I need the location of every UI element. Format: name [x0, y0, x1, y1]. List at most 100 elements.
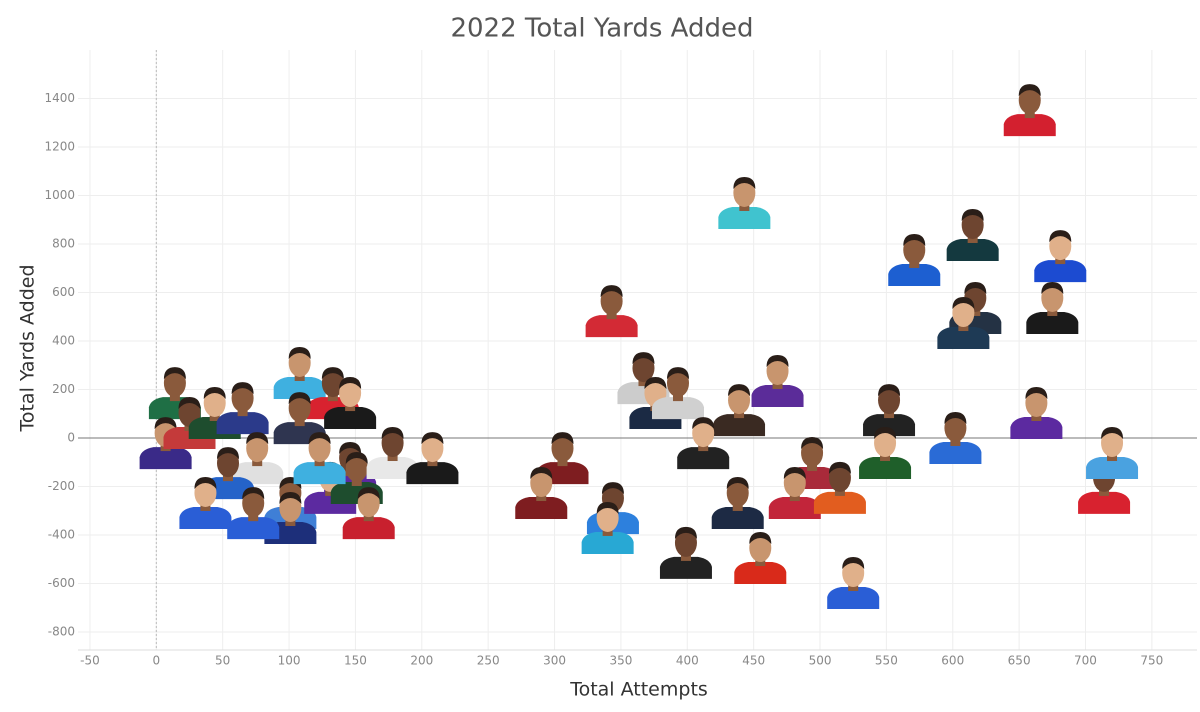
player-marker	[768, 467, 821, 520]
face	[666, 369, 689, 398]
y-tick-label: 1400	[44, 91, 75, 105]
jersey	[827, 587, 880, 610]
player-marker	[734, 532, 787, 585]
face	[874, 429, 897, 458]
player-marker	[293, 432, 346, 485]
jersey	[751, 384, 804, 407]
jersey	[718, 206, 771, 229]
x-tick-label: 750	[1140, 654, 1163, 668]
face	[279, 494, 302, 523]
jersey	[768, 497, 821, 520]
neck	[248, 513, 259, 522]
face	[216, 449, 239, 478]
face	[766, 356, 789, 385]
jersey	[1078, 491, 1131, 514]
player-marker	[946, 208, 999, 261]
face	[321, 369, 344, 398]
x-tick-label: 200	[410, 654, 433, 668]
face	[692, 419, 715, 448]
x-tick-label: 50	[215, 654, 230, 668]
face	[1101, 429, 1124, 458]
jersey	[937, 327, 990, 350]
jersey	[1026, 311, 1079, 334]
hair	[163, 367, 186, 380]
hair	[878, 384, 901, 397]
face	[749, 534, 772, 563]
face	[530, 469, 553, 498]
face	[1018, 86, 1041, 115]
face	[308, 434, 331, 463]
hair	[903, 233, 926, 246]
hair	[674, 526, 697, 539]
grid-layer	[78, 50, 1197, 650]
face	[783, 469, 806, 498]
y-tick-label: -200	[48, 479, 75, 493]
face	[163, 369, 186, 398]
hair	[842, 557, 865, 570]
hair	[944, 411, 967, 424]
face	[828, 463, 851, 492]
hair	[801, 436, 824, 449]
player-marker	[827, 557, 880, 610]
hair	[1049, 230, 1072, 243]
y-tick-label: -800	[48, 625, 75, 639]
y-tick-label: -600	[48, 576, 75, 590]
face	[1025, 388, 1048, 417]
player-marker	[216, 382, 269, 435]
hair	[961, 208, 984, 221]
hair	[666, 367, 689, 380]
hair	[154, 417, 177, 430]
jersey	[813, 491, 866, 514]
x-tick-label: 450	[742, 654, 765, 668]
player-marker	[937, 297, 990, 350]
hair	[216, 447, 239, 460]
player-marker	[581, 501, 634, 554]
face	[903, 235, 926, 264]
hair	[1101, 427, 1124, 440]
player-marker	[1086, 427, 1139, 480]
hair	[246, 432, 269, 445]
player-marker	[751, 354, 804, 407]
face	[231, 384, 254, 413]
x-tick-label: 550	[875, 654, 898, 668]
player-marker	[273, 346, 326, 399]
face	[288, 348, 311, 377]
player-marker	[342, 487, 395, 540]
face	[952, 299, 975, 328]
hair	[601, 482, 624, 495]
player-marker	[366, 427, 419, 480]
hair	[874, 427, 897, 440]
player-marker	[179, 476, 232, 529]
x-tick-label: 300	[543, 654, 566, 668]
jersey	[734, 562, 787, 585]
player-marker	[651, 367, 704, 420]
jersey	[1003, 114, 1056, 137]
jersey	[929, 441, 982, 464]
jersey	[293, 462, 346, 485]
jersey	[711, 506, 764, 529]
face	[596, 503, 619, 532]
player-marker	[711, 476, 764, 529]
x-axis-title: Total Attempts	[569, 679, 708, 701]
player-marker	[1026, 281, 1079, 334]
jersey	[324, 407, 377, 430]
face	[288, 394, 311, 423]
jersey	[585, 315, 638, 338]
hair	[728, 384, 751, 397]
player-marker	[1010, 386, 1063, 439]
jersey	[1010, 416, 1063, 439]
jersey	[677, 447, 730, 470]
x-tick-label: 700	[1074, 654, 1097, 668]
jersey	[179, 506, 232, 529]
hair	[381, 427, 404, 440]
jersey	[859, 457, 912, 480]
player-marker	[1034, 230, 1087, 283]
hair	[345, 451, 368, 464]
x-tick-label: 400	[676, 654, 699, 668]
jersey	[366, 457, 419, 480]
x-tick-label: 600	[941, 654, 964, 668]
y-tick-label: 400	[52, 334, 75, 348]
jersey	[651, 397, 704, 420]
player-marker	[406, 432, 459, 485]
